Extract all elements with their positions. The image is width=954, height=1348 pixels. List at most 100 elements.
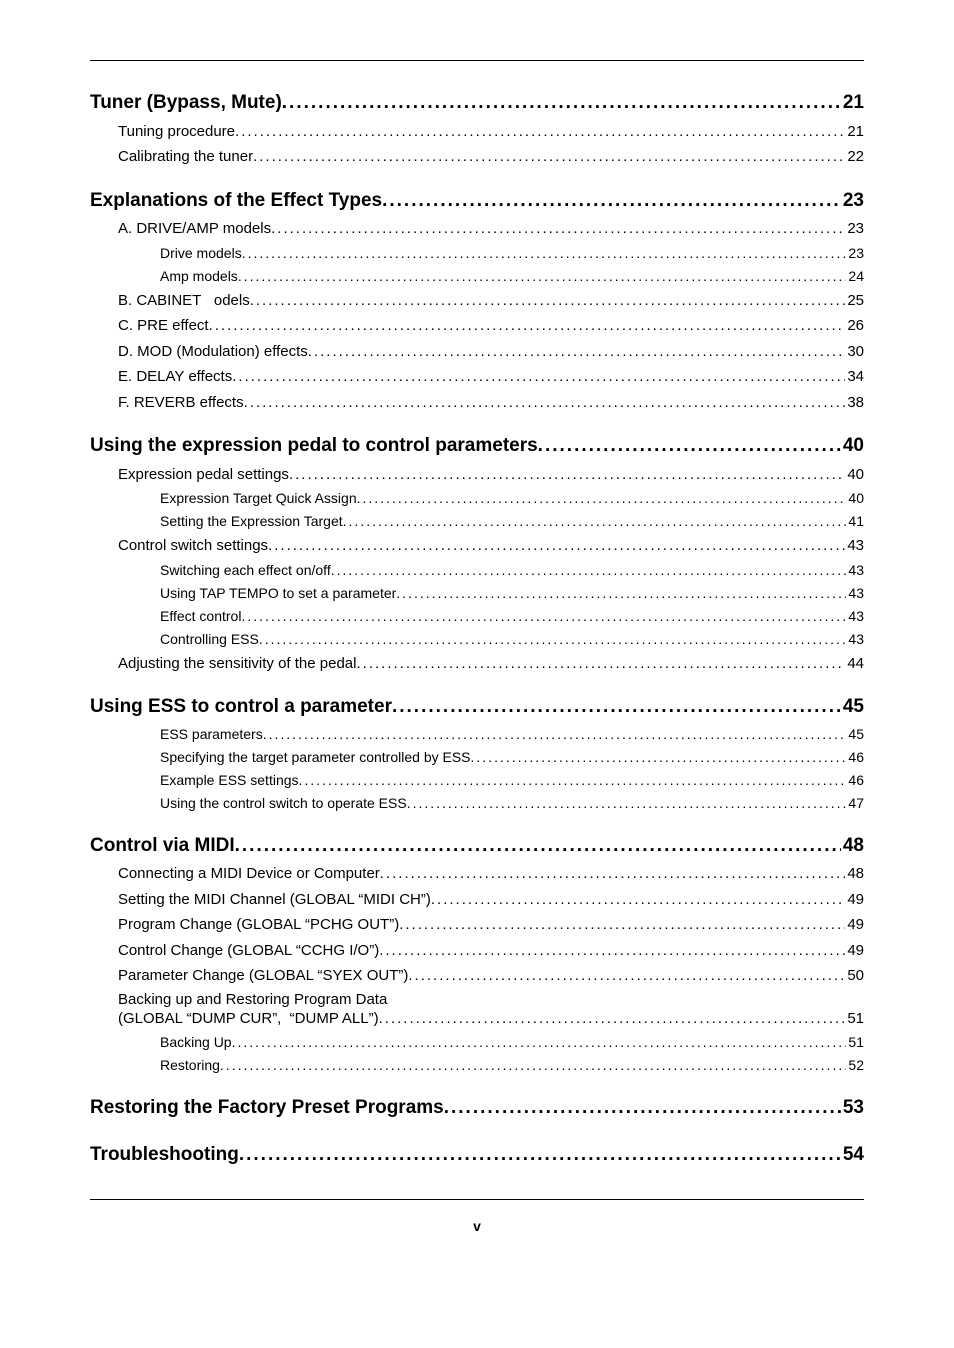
toc-page: 53 [841, 1094, 864, 1123]
toc-section: Restoring the Factory Preset Programs 53 [90, 1094, 864, 1123]
toc-entry: Backing Up 51 [90, 1032, 864, 1053]
toc-label: ESS parameters [160, 724, 263, 745]
toc-page: 38 [845, 392, 864, 415]
toc-label: Connecting a MIDI Device or Computer [118, 863, 380, 886]
toc-entry: Control switch settings43 [90, 535, 864, 558]
toc-label: Tuning procedure [118, 121, 235, 144]
toc-leader-dots [356, 653, 845, 676]
toc-page: 23 [846, 243, 864, 264]
toc-leader-dots [238, 266, 847, 287]
toc-page: 51 [846, 1032, 864, 1053]
toc-page: 25 [845, 290, 864, 313]
toc-page: 48 [845, 863, 864, 886]
toc-page: 46 [846, 770, 864, 791]
toc-entry: F. REVERB effects 38 [90, 392, 864, 415]
toc-entry: Drive models23 [90, 243, 864, 264]
toc-section: Using ESS to control a parameter45ESS pa… [90, 693, 864, 814]
toc-label: (GLOBAL “DUMP CUR”, “DUMP ALL”) [118, 1008, 379, 1031]
toc-page: 22 [845, 146, 864, 169]
toc-label: Troubleshooting [90, 1141, 239, 1170]
toc-leader-dots [235, 832, 841, 861]
toc-leader-dots [253, 146, 845, 169]
toc-page: 43 [846, 560, 864, 581]
toc-leader-dots [392, 693, 841, 722]
toc-entry: Control via MIDI 48 [90, 832, 864, 861]
toc-page: 34 [845, 366, 864, 389]
toc-page: 49 [845, 940, 864, 963]
toc-entry: Restoring the Factory Preset Programs 53 [90, 1094, 864, 1123]
toc-page: 48 [841, 832, 864, 861]
toc-label: A. DRIVE/AMP models [118, 218, 271, 241]
toc-label: Parameter Change (GLOBAL “SYEX OUT”) [118, 965, 408, 988]
toc-label: F. REVERB effects [118, 392, 244, 415]
toc-page: 45 [846, 724, 864, 745]
toc-entry: (GLOBAL “DUMP CUR”, “DUMP ALL”)51 [90, 1008, 864, 1031]
toc-leader-dots [379, 940, 845, 963]
toc-leader-dots [268, 535, 845, 558]
toc-entry: E. DELAY effects 34 [90, 366, 864, 389]
toc-page: 23 [845, 218, 864, 241]
toc-label: Tuner (Bypass, Mute) [90, 89, 282, 118]
toc-label: Using the control switch to operate ESS [160, 793, 407, 814]
toc-page: 49 [845, 914, 864, 937]
toc-entry: Connecting a MIDI Device or Computer 48 [90, 863, 864, 886]
toc-leader-dots [357, 488, 847, 509]
toc-entry: B. CABINET odels25 [90, 290, 864, 313]
top-rule [90, 60, 864, 61]
toc-leader-dots [382, 187, 841, 216]
toc-label: Setting the MIDI Channel (GLOBAL “MIDI C… [118, 889, 431, 912]
toc-leader-dots [232, 1032, 847, 1053]
toc-leader-dots [396, 583, 846, 604]
toc-label: Adjusting the sensitivity of the pedal [118, 653, 356, 676]
toc-entry: Effect control43 [90, 606, 864, 627]
toc-leader-dots [538, 432, 841, 461]
toc-entry: Amp models 24 [90, 266, 864, 287]
toc-page: 47 [846, 793, 864, 814]
toc-page: 23 [841, 187, 864, 216]
toc-page: 40 [841, 432, 864, 461]
toc-entry: D. MOD (Modulation) effects30 [90, 341, 864, 364]
toc-page: 41 [846, 511, 864, 532]
toc-label: Control via MIDI [90, 832, 235, 861]
toc-entry: C. PRE effect26 [90, 315, 864, 338]
toc-leader-dots [242, 243, 847, 264]
page-number-footer: v [90, 1218, 864, 1234]
toc-page: 24 [846, 266, 864, 287]
toc-entry: Controlling ESS43 [90, 629, 864, 650]
toc-section: Troubleshooting54 [90, 1141, 864, 1170]
toc-entry: Using TAP TEMPO to set a parameter 43 [90, 583, 864, 604]
toc-leader-dots [271, 218, 845, 241]
toc-section: Tuner (Bypass, Mute) 21Tuning procedure 21… [90, 89, 864, 169]
toc-page: 43 [846, 583, 864, 604]
toc-page: 45 [841, 693, 864, 722]
toc-label: Using TAP TEMPO to set a parameter [160, 583, 396, 604]
toc-label: Restoring the Factory Preset Programs [90, 1094, 444, 1123]
toc-label: Setting the Expression Target [160, 511, 343, 532]
toc-section: Using the expression pedal to control pa… [90, 432, 864, 675]
toc-entry: Using the expression pedal to control pa… [90, 432, 864, 461]
toc-leader-dots [235, 121, 845, 144]
toc-leader-dots [343, 511, 847, 532]
toc-page: 44 [845, 653, 864, 676]
toc-leader-dots [444, 1094, 841, 1123]
toc-label: Specifying the target parameter controll… [160, 747, 471, 768]
toc-leader-dots [289, 464, 845, 487]
toc-page: 21 [845, 121, 864, 144]
toc-leader-dots [408, 965, 845, 988]
toc-entry: ESS parameters 45 [90, 724, 864, 745]
toc-entry: Switching each effect on/off 43 [90, 560, 864, 581]
toc-entry: Tuning procedure 21 [90, 121, 864, 144]
toc-page: 49 [845, 889, 864, 912]
toc-label: Backing Up [160, 1032, 232, 1053]
toc-leader-dots [331, 560, 847, 581]
toc-label: C. PRE effect [118, 315, 209, 338]
toc-section: Explanations of the Effect Types23A. DRI… [90, 187, 864, 415]
toc-label: Expression pedal settings [118, 464, 289, 487]
toc-section: Control via MIDI48Connecting a MIDI Devi… [90, 832, 864, 1077]
toc-page: 50 [845, 965, 864, 988]
toc-label: Switching each effect on/off [160, 560, 331, 581]
toc-entry: Adjusting the sensitivity of the pedal 44 [90, 653, 864, 676]
toc-entry: Backing up and Restoring Program Data [90, 991, 864, 1008]
toc-label: E. DELAY effects [118, 366, 232, 389]
toc-label: Amp models [160, 266, 238, 287]
